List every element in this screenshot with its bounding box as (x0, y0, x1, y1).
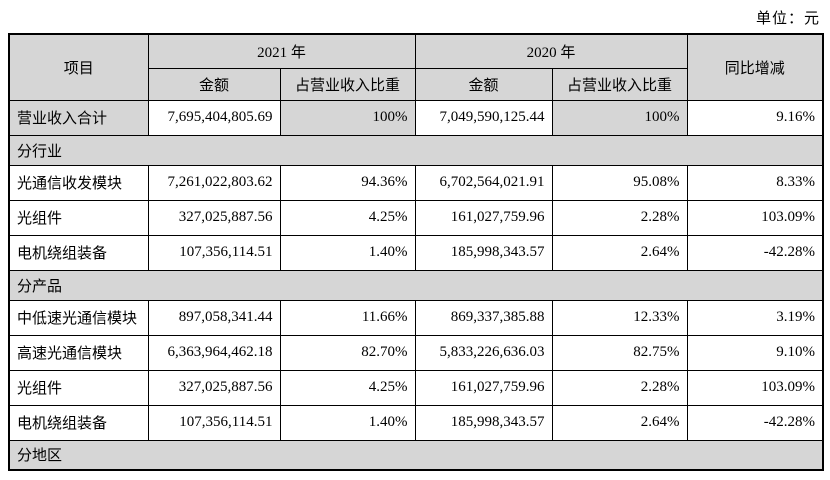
row-label-cell: 中低速光通信模块 (8, 299, 149, 336)
pct-2020-cell: 2.64% (551, 234, 688, 271)
table-header: 项目 2021 年 2020 年 同比增减 金额 占营业收入比重 金额 占营业收… (8, 33, 824, 101)
amount-2021-cell: 327,025,887.56 (147, 369, 281, 406)
yoy-cell: 9.16% (686, 99, 824, 136)
pct-2021-cell: 1.40% (279, 234, 416, 271)
amount-2021-cell: 7,261,022,803.62 (147, 164, 281, 201)
header-pct-2021: 占营业收入比重 (279, 67, 416, 101)
amount-2020-cell: 161,027,759.96 (414, 199, 553, 236)
amount-2021-cell: 327,025,887.56 (147, 199, 281, 236)
pct-2021-cell: 1.40% (279, 404, 416, 441)
amount-2020-cell: 185,998,343.57 (414, 404, 553, 441)
row-label-cell: 光组件 (8, 369, 149, 406)
yoy-cell: 103.09% (686, 369, 824, 406)
pct-2021-cell: 4.25% (279, 199, 416, 236)
pct-2020-cell: 2.28% (551, 199, 688, 236)
unit-label: 单位：元 (755, 11, 820, 27)
revenue-breakdown-table: 项目 2021 年 2020 年 同比增减 金额 占营业收入比重 金额 占营业收… (8, 33, 825, 471)
amount-2020-cell: 869,337,385.88 (414, 299, 553, 336)
amount-2021-cell: 6,363,964,462.18 (147, 334, 281, 371)
table-row: 高速光通信模块 6,363,964,462.18 82.70% 5,833,226,6… (8, 334, 824, 371)
yoy-cell: -42.28% (686, 234, 824, 271)
yoy-cell: 3.19% (686, 299, 824, 336)
table-body: 营业收入合计 7,695,404,805.69 100% 7,049,590,125.… (8, 99, 824, 471)
pct-2020-cell: 12.33% (551, 299, 688, 336)
row-label-cell: 高速光通信模块 (8, 334, 149, 371)
row-label-cell: 电机绕组装备 (8, 234, 149, 271)
row-label-cell: 电机绕组装备 (8, 404, 149, 441)
pct-2020-cell: 100% (551, 99, 688, 136)
yoy-cell: 103.09% (686, 199, 824, 236)
row-label-cell: 营业收入合计 (8, 99, 149, 136)
amount-2021-cell: 107,356,114.51 (147, 404, 281, 441)
header-item: 项目 (8, 33, 149, 101)
amount-2021-cell: 107,356,114.51 (147, 234, 281, 271)
table-row: 光通信收发模块 7,261,022,803.62 94.36% 6,702,564,0… (8, 164, 824, 201)
row-label-cell: 光通信收发模块 (8, 164, 149, 201)
amount-2020-cell: 7,049,590,125.44 (414, 99, 553, 136)
pct-2020-cell: 82.75% (551, 334, 688, 371)
table-row: 中低速光通信模块 897,058,341.44 11.66% 869,337,385.… (8, 299, 824, 336)
amount-2020-cell: 161,027,759.96 (414, 369, 553, 406)
pct-2021-cell: 11.66% (279, 299, 416, 336)
pct-2021-cell: 4.25% (279, 369, 416, 406)
header-year-2021: 2021 年 (147, 33, 416, 69)
amount-2021-cell: 7,695,404,805.69 (147, 99, 281, 136)
pct-2021-cell: 82.70% (279, 334, 416, 371)
header-yoy: 同比增减 (686, 33, 824, 101)
section-label: 分产品 (8, 269, 824, 301)
section-row: 分行业 (8, 134, 824, 166)
pct-2020-cell: 2.28% (551, 369, 688, 406)
amount-2020-cell: 6,702,564,021.91 (414, 164, 553, 201)
section-label: 分行业 (8, 134, 824, 166)
pct-2021-cell: 94.36% (279, 164, 416, 201)
table-row: 电机绕组装备 107,356,114.51 1.40% 185,998,343.57 2… (8, 404, 824, 441)
header-year-2020: 2020 年 (414, 33, 688, 69)
yoy-cell: 8.33% (686, 164, 824, 201)
pct-2020-cell: 95.08% (551, 164, 688, 201)
pct-2021-cell: 100% (279, 99, 416, 136)
header-pct-2020: 占营业收入比重 (551, 67, 688, 101)
section-row: 分产品 (8, 269, 824, 301)
yoy-cell: -42.28% (686, 404, 824, 441)
amount-2021-cell: 897,058,341.44 (147, 299, 281, 336)
section-label: 分地区 (8, 439, 824, 471)
section-row: 分地区 (8, 439, 824, 471)
header-row-subcolumns: 金额 占营业收入比重 金额 占营业收入比重 (9, 67, 823, 101)
table-row: 光组件 327,025,887.56 4.25% 161,027,759.96 2.28… (8, 199, 824, 236)
pct-2020-cell: 2.64% (551, 404, 688, 441)
header-amount-2020: 金额 (414, 67, 553, 101)
header-row-years: 项目 2021 年 2020 年 同比增减 (8, 33, 824, 101)
table-row: 电机绕组装备 107,356,114.51 1.40% 185,998,343.57 2… (8, 234, 824, 271)
amount-2020-cell: 5,833,226,636.03 (414, 334, 553, 371)
amount-2020-cell: 185,998,343.57 (414, 234, 553, 271)
yoy-cell: 9.10% (686, 334, 824, 371)
table-row: 光组件 327,025,887.56 4.25% 161,027,759.96 2.28… (8, 369, 824, 406)
header-amount-2021: 金额 (147, 67, 281, 101)
row-label-cell: 光组件 (8, 199, 149, 236)
table-row: 营业收入合计 7,695,404,805.69 100% 7,049,590,125.… (8, 99, 824, 136)
